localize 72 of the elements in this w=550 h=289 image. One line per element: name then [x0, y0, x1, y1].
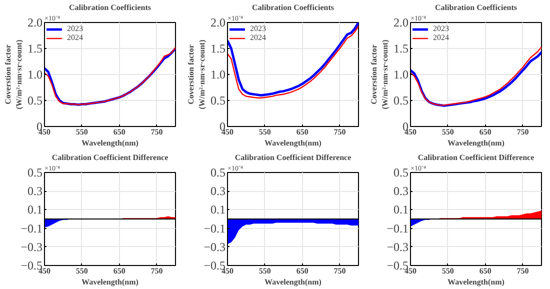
y-tick-label: 0.5 [394, 166, 408, 180]
x-tick-label: 550 [442, 266, 454, 276]
x-tick-label: 750 [150, 128, 163, 136]
y-tick-label: 0.3 [210, 184, 226, 198]
x-tick-label: 550 [258, 128, 271, 136]
y-tick-label: 0.1 [210, 202, 226, 217]
x-tick-label: 450 [404, 266, 416, 276]
y-tick-label: 0.5 [210, 166, 226, 180]
x-tick-label: 550 [258, 266, 271, 276]
x-tick-label: 550 [76, 128, 88, 136]
chart-title: Calibration Coefficients [252, 3, 334, 12]
x-tick-label: 750 [516, 128, 529, 136]
y-tick-label: −0.1 [386, 221, 409, 236]
y-tick-label: 0.5 [28, 94, 42, 108]
x-tick-label: 650 [479, 266, 492, 276]
y-tick-label: −0.3 [386, 240, 409, 254]
legend-label: 2023 [250, 24, 267, 33]
y-tick-label: 1.0 [210, 68, 226, 82]
x-tick-label: 650 [296, 266, 308, 276]
y-tick-label: −0.3 [20, 240, 43, 254]
x-tick-label: 550 [442, 128, 454, 136]
y-tick-label: −0.1 [20, 221, 43, 236]
y-tick-label: 0.3 [28, 184, 42, 198]
y-tick-label: 1.0 [28, 68, 42, 82]
y-tick-label: 1.5 [28, 42, 42, 56]
x-tick-label: 750 [150, 266, 163, 276]
x-tick-label: 450 [404, 128, 416, 136]
y-tick-label: 0.1 [394, 202, 408, 217]
y-tick-label: 0.3 [394, 184, 408, 198]
x-tick-label: 650 [113, 128, 126, 136]
x-tick-label: 750 [516, 266, 529, 276]
y-axis-title: Coverstion factor (W/m²·nm·sr·count) [186, 39, 206, 110]
x-tick-label: 550 [76, 266, 88, 276]
legend-label: 2024 [250, 33, 267, 42]
legend-label: 2023 [433, 24, 450, 33]
chart-title: Calibration Coefficients [69, 3, 152, 12]
x-axis-title: Wavelength(nm) [82, 138, 139, 148]
y-tick-label: −0.1 [204, 221, 226, 236]
y-axis-title: Coverstion factor (W/m²·nm·sr·count) [370, 39, 390, 110]
x-axis-title: Wavelength(nm) [448, 278, 505, 286]
chart-title: Calibration Coefficient Difference [418, 153, 535, 162]
legend-label: 2024 [67, 33, 84, 42]
x-axis-title: Wavelength(nm) [448, 138, 505, 148]
y-tick-label: 1.5 [210, 42, 226, 56]
x-tick-label: 450 [38, 128, 50, 136]
chart-title: Calibration Coefficients [435, 3, 518, 12]
x-tick-label: 650 [479, 128, 492, 136]
y-tick-label: 2.0 [210, 16, 226, 30]
x-axis-title: Wavelength(nm) [264, 278, 322, 286]
legend-label: 2024 [433, 33, 450, 42]
y-tick-label: 0.1 [28, 202, 42, 217]
y-tick-label: −0.3 [204, 240, 226, 254]
x-axis-title: Wavelength(nm) [82, 278, 139, 286]
chart-title: Calibration Coefficient Difference [234, 153, 352, 162]
y-tick-label: 0.5 [210, 94, 226, 108]
y-tick-label: 2.0 [394, 16, 408, 30]
x-tick-label: 650 [296, 128, 308, 136]
y-tick-label: 0.5 [28, 166, 42, 180]
y-axis-title: Coverstion factor (W/m²·nm·sr·count) [4, 39, 24, 110]
x-tick-label: 650 [113, 266, 126, 276]
chart-title: Calibration Coefficient Difference [52, 153, 169, 162]
x-tick-label: 750 [334, 128, 346, 136]
legend-label: 2023 [67, 24, 84, 33]
x-tick-label: 450 [222, 266, 234, 276]
y-tick-label: 1.5 [394, 42, 408, 56]
x-tick-label: 750 [334, 266, 346, 276]
x-tick-label: 450 [222, 128, 234, 136]
y-tick-label: 2.0 [28, 16, 42, 30]
x-axis-title: Wavelength(nm) [264, 138, 322, 148]
y-tick-label: 1.0 [394, 68, 408, 82]
y-tick-label: 0.5 [394, 94, 408, 108]
x-tick-label: 450 [38, 266, 50, 276]
